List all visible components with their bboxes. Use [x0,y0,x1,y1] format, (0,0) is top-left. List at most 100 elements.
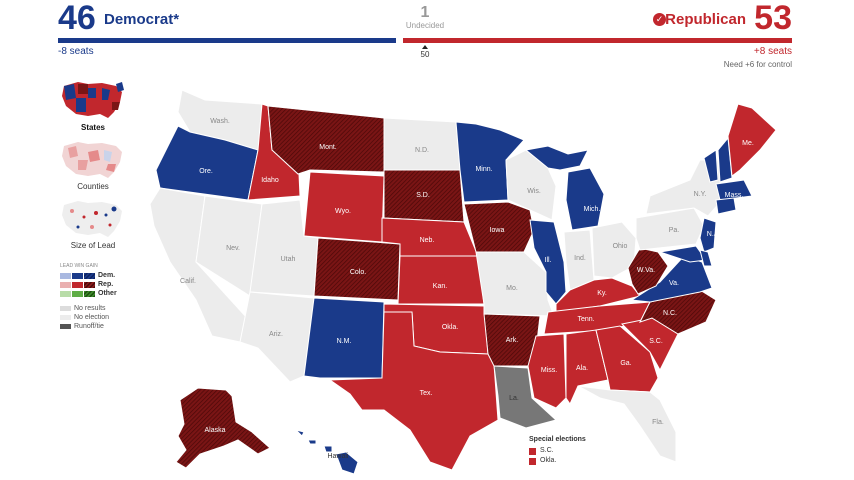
label-ark: Ark. [506,337,519,344]
democrat-change: -8 seats [58,46,94,57]
control-marker-icon [422,45,428,49]
state-nj[interactable] [699,217,717,253]
label-colo: Colo. [350,269,366,276]
state-me[interactable] [727,103,777,177]
dem-lead-swatch [60,273,71,279]
state-la[interactable] [493,365,558,429]
size-of-lead-view-thumbnail[interactable] [58,197,128,241]
label-mo: Mo. [506,285,518,292]
legend-row-dem: Dem. [60,272,150,280]
label-ny: N.Y. [694,191,707,198]
state-alaska[interactable] [175,387,271,469]
state-miss[interactable] [527,333,567,409]
label-sc: S.C. [649,338,663,345]
legend-dem-label: Dem. [98,272,116,279]
state-mo[interactable] [475,251,555,317]
state-tex[interactable] [328,311,499,471]
label-ky: Ky. [597,290,607,297]
legend-header: LEAD WIN GAIN [60,263,98,269]
runoff-label: Runoff/tie [74,323,104,330]
label-mich: Mich. [584,206,601,213]
no-results-label: No results [74,305,106,312]
counties-view-thumbnail[interactable] [58,138,128,182]
republican-bar [403,38,792,43]
label-tenn: Tenn. [577,316,594,323]
label-ala: Ala. [576,365,588,372]
label-va: Va. [669,280,679,287]
label-alaska: Alaska [204,427,225,434]
label-nd: N.D. [415,147,429,154]
label-nev: Nev. [226,245,240,252]
label-minn: Minn. [475,166,492,173]
state-conn[interactable] [715,197,737,215]
check-circle-icon: ✓ [653,13,666,26]
rep-gain-swatch [84,282,95,288]
special-okla-swatch [529,458,536,465]
label-okla: Okla. [442,324,458,331]
label-neb: Neb. [420,237,435,244]
label-ga: Ga. [620,360,631,367]
state-wyo[interactable] [303,171,385,243]
no-results-swatch [60,306,71,311]
other-win-swatch [72,291,83,297]
view-counties[interactable]: Counties [77,182,109,191]
label-ohio: Ohio [613,243,628,250]
dem-gain-swatch [84,273,95,279]
democrat-seat-count: 46 [58,0,96,37]
state-de[interactable] [699,249,713,267]
no-election-swatch [60,315,71,320]
control-need: Need +6 for control [723,60,792,69]
state-ga[interactable] [595,325,659,393]
runoff-swatch [60,324,71,329]
label-wis: Wis. [527,188,541,195]
label-sd: S.D. [416,192,430,199]
label-me: Me. [742,140,754,147]
state-va[interactable] [630,255,713,303]
label-ill: Ill. [545,257,552,264]
special-okla-label: Okla. [540,457,557,464]
state-nm[interactable] [303,297,385,379]
no-election-label: No election [74,314,110,321]
state-nd[interactable] [383,117,461,171]
label-mass: Mass. [725,192,744,199]
label-wva: W.Va. [637,267,655,274]
special-item-okla: Okla. [529,457,589,465]
undecided-count: 1 [420,4,430,21]
state-md[interactable] [659,245,707,263]
state-vt[interactable] [703,149,719,183]
view-size-of-lead[interactable]: Size of Lead [70,241,116,250]
democrat-bar [58,38,396,43]
label-tex: Tex. [420,390,433,397]
label-nm: N.M. [337,338,352,345]
undecided-label: Undecided [405,21,445,30]
legend-row-rep: Rep. [60,281,150,289]
label-ariz: Ariz. [269,331,283,338]
states-view-thumbnail[interactable] [58,78,128,122]
state-mich-up[interactable] [524,145,589,171]
legend-no-election: No election [60,314,150,321]
special-elections-title: Special elections [529,436,586,443]
label-wash: Wash. [210,118,230,125]
label-iowa: Iowa [490,227,505,234]
special-sc-label: S.C. [540,447,554,454]
republican-change: +8 seats [753,46,792,57]
legend-no-results: No results [60,305,150,312]
state-mich[interactable] [565,167,605,231]
view-states[interactable]: States [80,123,105,132]
legend-other-label: Other [98,290,117,297]
label-ore: Ore. [199,168,213,175]
legend-rep-label: Rep. [98,281,114,288]
legend-runoff: Runoff/tie [60,323,150,330]
other-lead-swatch [60,291,71,297]
label-hawaii: Hawaii [327,453,348,460]
republican-label: Republican [665,11,746,28]
label-la: La. [509,395,519,402]
label-pa: Pa. [669,227,680,234]
rep-lead-swatch [60,282,71,288]
state-nh[interactable] [717,136,733,183]
state-mass[interactable] [715,179,753,201]
state-kan[interactable] [397,255,485,305]
state-hawaii[interactable] [294,429,359,475]
state-fla[interactable] [577,385,677,463]
